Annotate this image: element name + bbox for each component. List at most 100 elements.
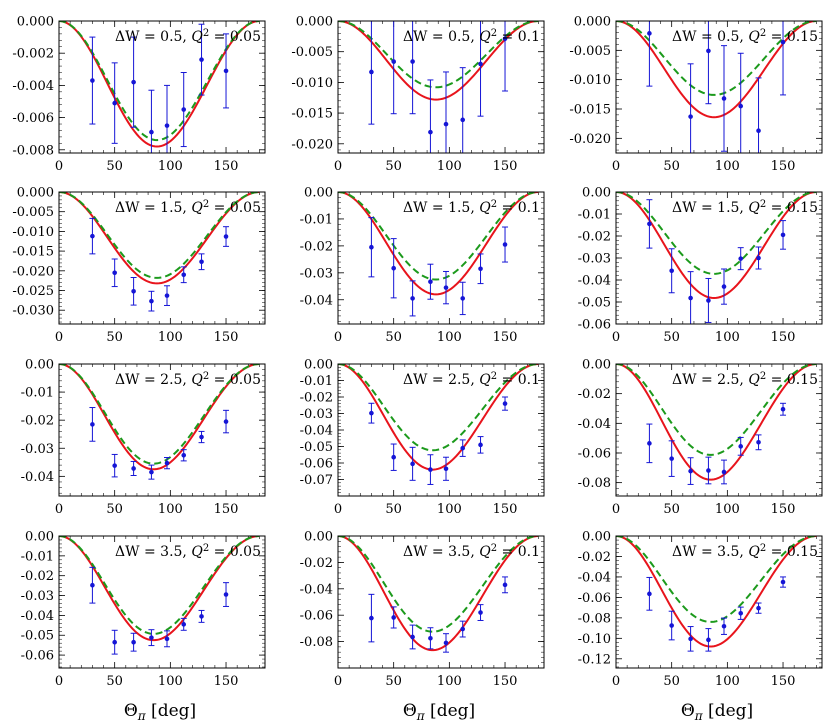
y-tick-label: -0.12 (578, 652, 611, 667)
panel-annotation: ΔW = 2.5, Q2 = 0.05 (115, 371, 261, 389)
x-tick-label: 0 (55, 159, 63, 174)
y-tick-label: -0.06 (578, 318, 611, 333)
data-point (90, 582, 95, 588)
panel-annotation: ΔW = 2.5, Q2 = 0.15 (672, 371, 818, 389)
x-tick-label: 0 (334, 674, 342, 689)
y-tick-label: 0.00 (25, 358, 54, 373)
plot-frame (337, 191, 545, 325)
x-tick-label: 150 (493, 330, 518, 345)
panel-annotation: ΔW = 0.5, Q2 = 0.05 (115, 28, 261, 46)
data-point (112, 100, 117, 106)
data-series (646, 576, 787, 652)
panel-annotation: ΔW = 3.5, Q2 = 0.15 (672, 543, 818, 561)
data-point (721, 96, 727, 101)
y-tick-label: -0.05 (21, 629, 54, 644)
x-tick-label: 50 (106, 159, 123, 174)
panel-annotation: ΔW = 0.5, Q2 = 0.1 (403, 28, 540, 46)
data-series (646, 402, 787, 485)
data-point (90, 422, 95, 427)
y-tick-label: 0.00 (304, 358, 333, 373)
data-point (688, 295, 693, 301)
x-tick-label: 50 (663, 330, 680, 345)
data-point (721, 469, 727, 475)
data-point (738, 444, 744, 449)
x-tick-label: 50 (385, 330, 402, 345)
chart-panel-8: 0 50 100 150 0.00-0.01 -0.02-0.03 -0.04-0.05 -0… (300, 358, 545, 517)
y-tick-label: -0.02 (300, 556, 333, 571)
data-point (90, 233, 95, 239)
chart-panel-6: 0 50 100 150 0.00 -0.01 -0.02 -0.03 -0.04 -0.05 -0… (578, 186, 823, 345)
y-tick-label: -0.06 (578, 446, 611, 461)
x-tick-label: 50 (106, 502, 123, 517)
y-tick-label: -0.04 (578, 417, 611, 432)
x-tick-label: 0 (55, 674, 63, 689)
x-tick-label: 150 (771, 502, 796, 517)
y-tick-label: -0.01 (21, 386, 54, 401)
chart-panel-10: 0 50 100 150 0.00 -0.01 -0.02 -0.03 -0.04 -0.05 -0… (21, 530, 266, 689)
data-point (199, 434, 204, 440)
data-point (391, 615, 396, 620)
y-tick-label: -0.008 (12, 143, 54, 158)
y-tick-label: -0.02 (578, 387, 611, 402)
chart-panel-2: 0 50 100 150 0.000 -0.005 -0.010 -0.015 -0.020 ΔW… (291, 15, 545, 174)
data-point (647, 591, 652, 597)
data-point (112, 463, 117, 468)
data-point (410, 59, 415, 64)
x-tick-label: 150 (771, 159, 796, 174)
data-point (131, 466, 136, 471)
data-point (502, 242, 508, 247)
y-tick-label: -0.06 (578, 591, 611, 606)
x-tick-label: 100 (437, 330, 462, 345)
data-point (149, 298, 154, 304)
plot-frame (337, 20, 545, 154)
y-tick-label: -0.02 (21, 414, 54, 429)
data-point (738, 610, 744, 616)
data-point (131, 639, 136, 645)
data-point (410, 461, 415, 467)
data-point (391, 265, 396, 271)
y-tick-label: -0.020 (291, 137, 333, 152)
data-point (181, 272, 187, 278)
x-tick-label: 150 (214, 330, 239, 345)
y-tick-label: -0.010 (291, 76, 333, 91)
y-tick-label: -0.030 (12, 304, 54, 319)
x-axis-label-1: Θπ [deg] (124, 701, 196, 723)
y-tick-label: -0.06 (300, 609, 333, 624)
y-tick-label: -0.004 (12, 79, 54, 94)
green-dashed-curve (338, 364, 539, 452)
y-tick-label: -0.10 (578, 632, 611, 647)
plot-frame (615, 20, 823, 154)
x-tick-label: 50 (385, 502, 402, 517)
data-point (369, 244, 374, 250)
plot-frame (615, 535, 823, 669)
curves (59, 192, 260, 285)
data-point (428, 467, 433, 472)
green-dashed-curve (616, 192, 817, 275)
data-point (478, 266, 483, 272)
chart-panel-9: 0 50 100 150 0.00 -0.02 -0.04 -0.06 -0.08 ΔW = 2.… (578, 358, 823, 517)
green-dashed-curve (338, 536, 539, 633)
data-point (149, 129, 154, 135)
plot-frame (58, 535, 266, 669)
panel-annotation: ΔW = 2.5, Q2 = 0.1 (403, 371, 540, 389)
panel-annotation: ΔW = 1.5, Q2 = 0.15 (672, 199, 818, 217)
y-tick-label: 0.000 (296, 15, 333, 30)
x-tick-label: 100 (158, 502, 183, 517)
y-tick-label: -0.04 (578, 274, 611, 289)
x-tick-label: 0 (334, 330, 342, 345)
data-point (181, 107, 187, 112)
chart-panel-3: 0 50 100 150 0.000 -0.005 -0.010 -0.015 -0.020 ΔW… (569, 15, 823, 174)
green-dashed-curve (59, 364, 260, 465)
y-tick-label: -0.002 (12, 47, 54, 62)
y-tick-label: -0.04 (300, 424, 333, 439)
y-tick-label: -0.04 (21, 609, 54, 624)
x-tick-label: 50 (663, 159, 680, 174)
data-series (368, 217, 509, 317)
y-tick-label: -0.03 (300, 266, 333, 281)
y-tick-label: -0.005 (569, 44, 611, 59)
data-point (164, 460, 170, 466)
y-tick-label: -0.006 (12, 111, 54, 126)
data-point (90, 78, 95, 83)
data-point (149, 635, 154, 640)
data-point (756, 440, 761, 445)
